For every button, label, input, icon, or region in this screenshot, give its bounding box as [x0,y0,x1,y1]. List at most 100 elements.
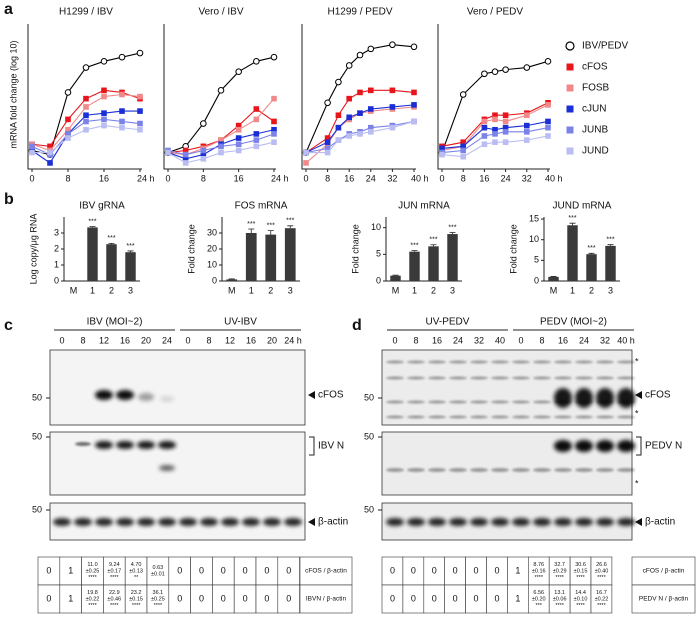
point [303,160,309,166]
point [491,68,499,75]
point [492,139,498,145]
point [65,135,71,141]
y-axis-label: Log copy/μg RNA [28,214,38,285]
band [428,468,446,472]
x-tick-label: 24 h [271,173,289,183]
band [491,468,509,472]
band [533,468,551,472]
table-text: 0.63 [153,565,164,571]
chart-title: JUN mRNA [398,201,450,212]
table-text: 16.7 [596,590,607,596]
chart-title: IBV gRNA [79,201,125,212]
table-row-label: IBVN / β-actin [306,596,347,603]
x-tick-label: 16 [479,173,489,183]
table-text: **** [555,575,564,581]
axis [437,24,550,170]
significance-label: *** [568,215,576,222]
x-tick-label: 8 [65,173,70,183]
chart-title: Vero / PEDV [467,7,523,18]
table-text: 8.76 [533,562,544,568]
legend-marker [565,41,575,51]
table-text: 13.1 [554,590,565,596]
bar [428,246,439,281]
x-tick-label: 24 [501,173,511,183]
error-bar [588,252,595,255]
point [460,147,466,154]
band [512,518,530,526]
table-text: **** [110,575,119,581]
band [617,360,635,364]
y-tick-label: 10 [207,259,217,269]
x-tick-label: 24 [366,173,376,183]
table-text: 1 [68,565,73,575]
table-text: 1 [515,565,520,575]
table-text: 4.70 [131,562,142,568]
point [137,126,143,133]
band [470,400,488,404]
side-mark: * [635,356,639,366]
legend-label: cJUN [582,104,606,115]
series-line [305,44,415,153]
point [502,118,509,125]
error-bar [108,243,115,245]
table-text: **** [88,575,97,581]
point [253,137,260,143]
error-bar [430,244,437,247]
point [481,70,488,78]
point [523,64,531,71]
point [83,112,89,119]
bar [226,279,238,281]
band-label: β-actin [645,517,675,528]
legend-label: cFOS [582,62,608,73]
table-text: **** [597,575,606,581]
significance-label: *** [107,235,115,242]
band [407,400,425,404]
y-axis-label: mRNA fold change (log 10) [8,40,18,148]
band [160,396,174,402]
point [235,68,242,75]
error-bar [127,250,134,253]
point [368,106,374,112]
x-tick-label: 1 [570,285,575,295]
table-text: 32.7 [554,562,565,568]
point [335,78,342,86]
point [218,149,224,156]
bar [409,251,420,281]
significance-label: *** [88,218,96,225]
x-tick-label: 8 [201,173,206,183]
point [271,118,277,125]
y-tick-label: 30 [207,227,217,237]
table-text: 0 [494,565,499,575]
table-text: ±0.10 [574,596,588,602]
point [83,95,89,102]
band [491,376,509,380]
table-text: 19.8 [87,590,98,596]
point [119,118,125,125]
point [119,108,125,114]
band [554,440,572,452]
point [47,149,53,156]
lane-label: 40 [495,335,505,345]
point [200,155,207,162]
point [335,137,342,143]
bar [390,275,401,281]
band [158,441,176,449]
point [368,87,374,94]
y-axis-label: Fold change [350,224,360,274]
band [95,390,113,400]
point [545,124,551,131]
table-text: *** [536,603,543,609]
point [101,87,107,94]
x-tick-label: 3 [128,285,133,295]
table-text: 0 [411,593,416,603]
band [386,518,404,526]
point [357,131,363,137]
arrowhead [308,518,315,526]
x-tick-label: 16 [234,173,244,183]
point [544,58,552,65]
point [303,149,309,156]
y-tick-label: 5 [534,255,539,265]
table-text: 0 [243,565,248,575]
table-text: **** [132,603,141,609]
y-tick-label: 1 [54,259,59,269]
